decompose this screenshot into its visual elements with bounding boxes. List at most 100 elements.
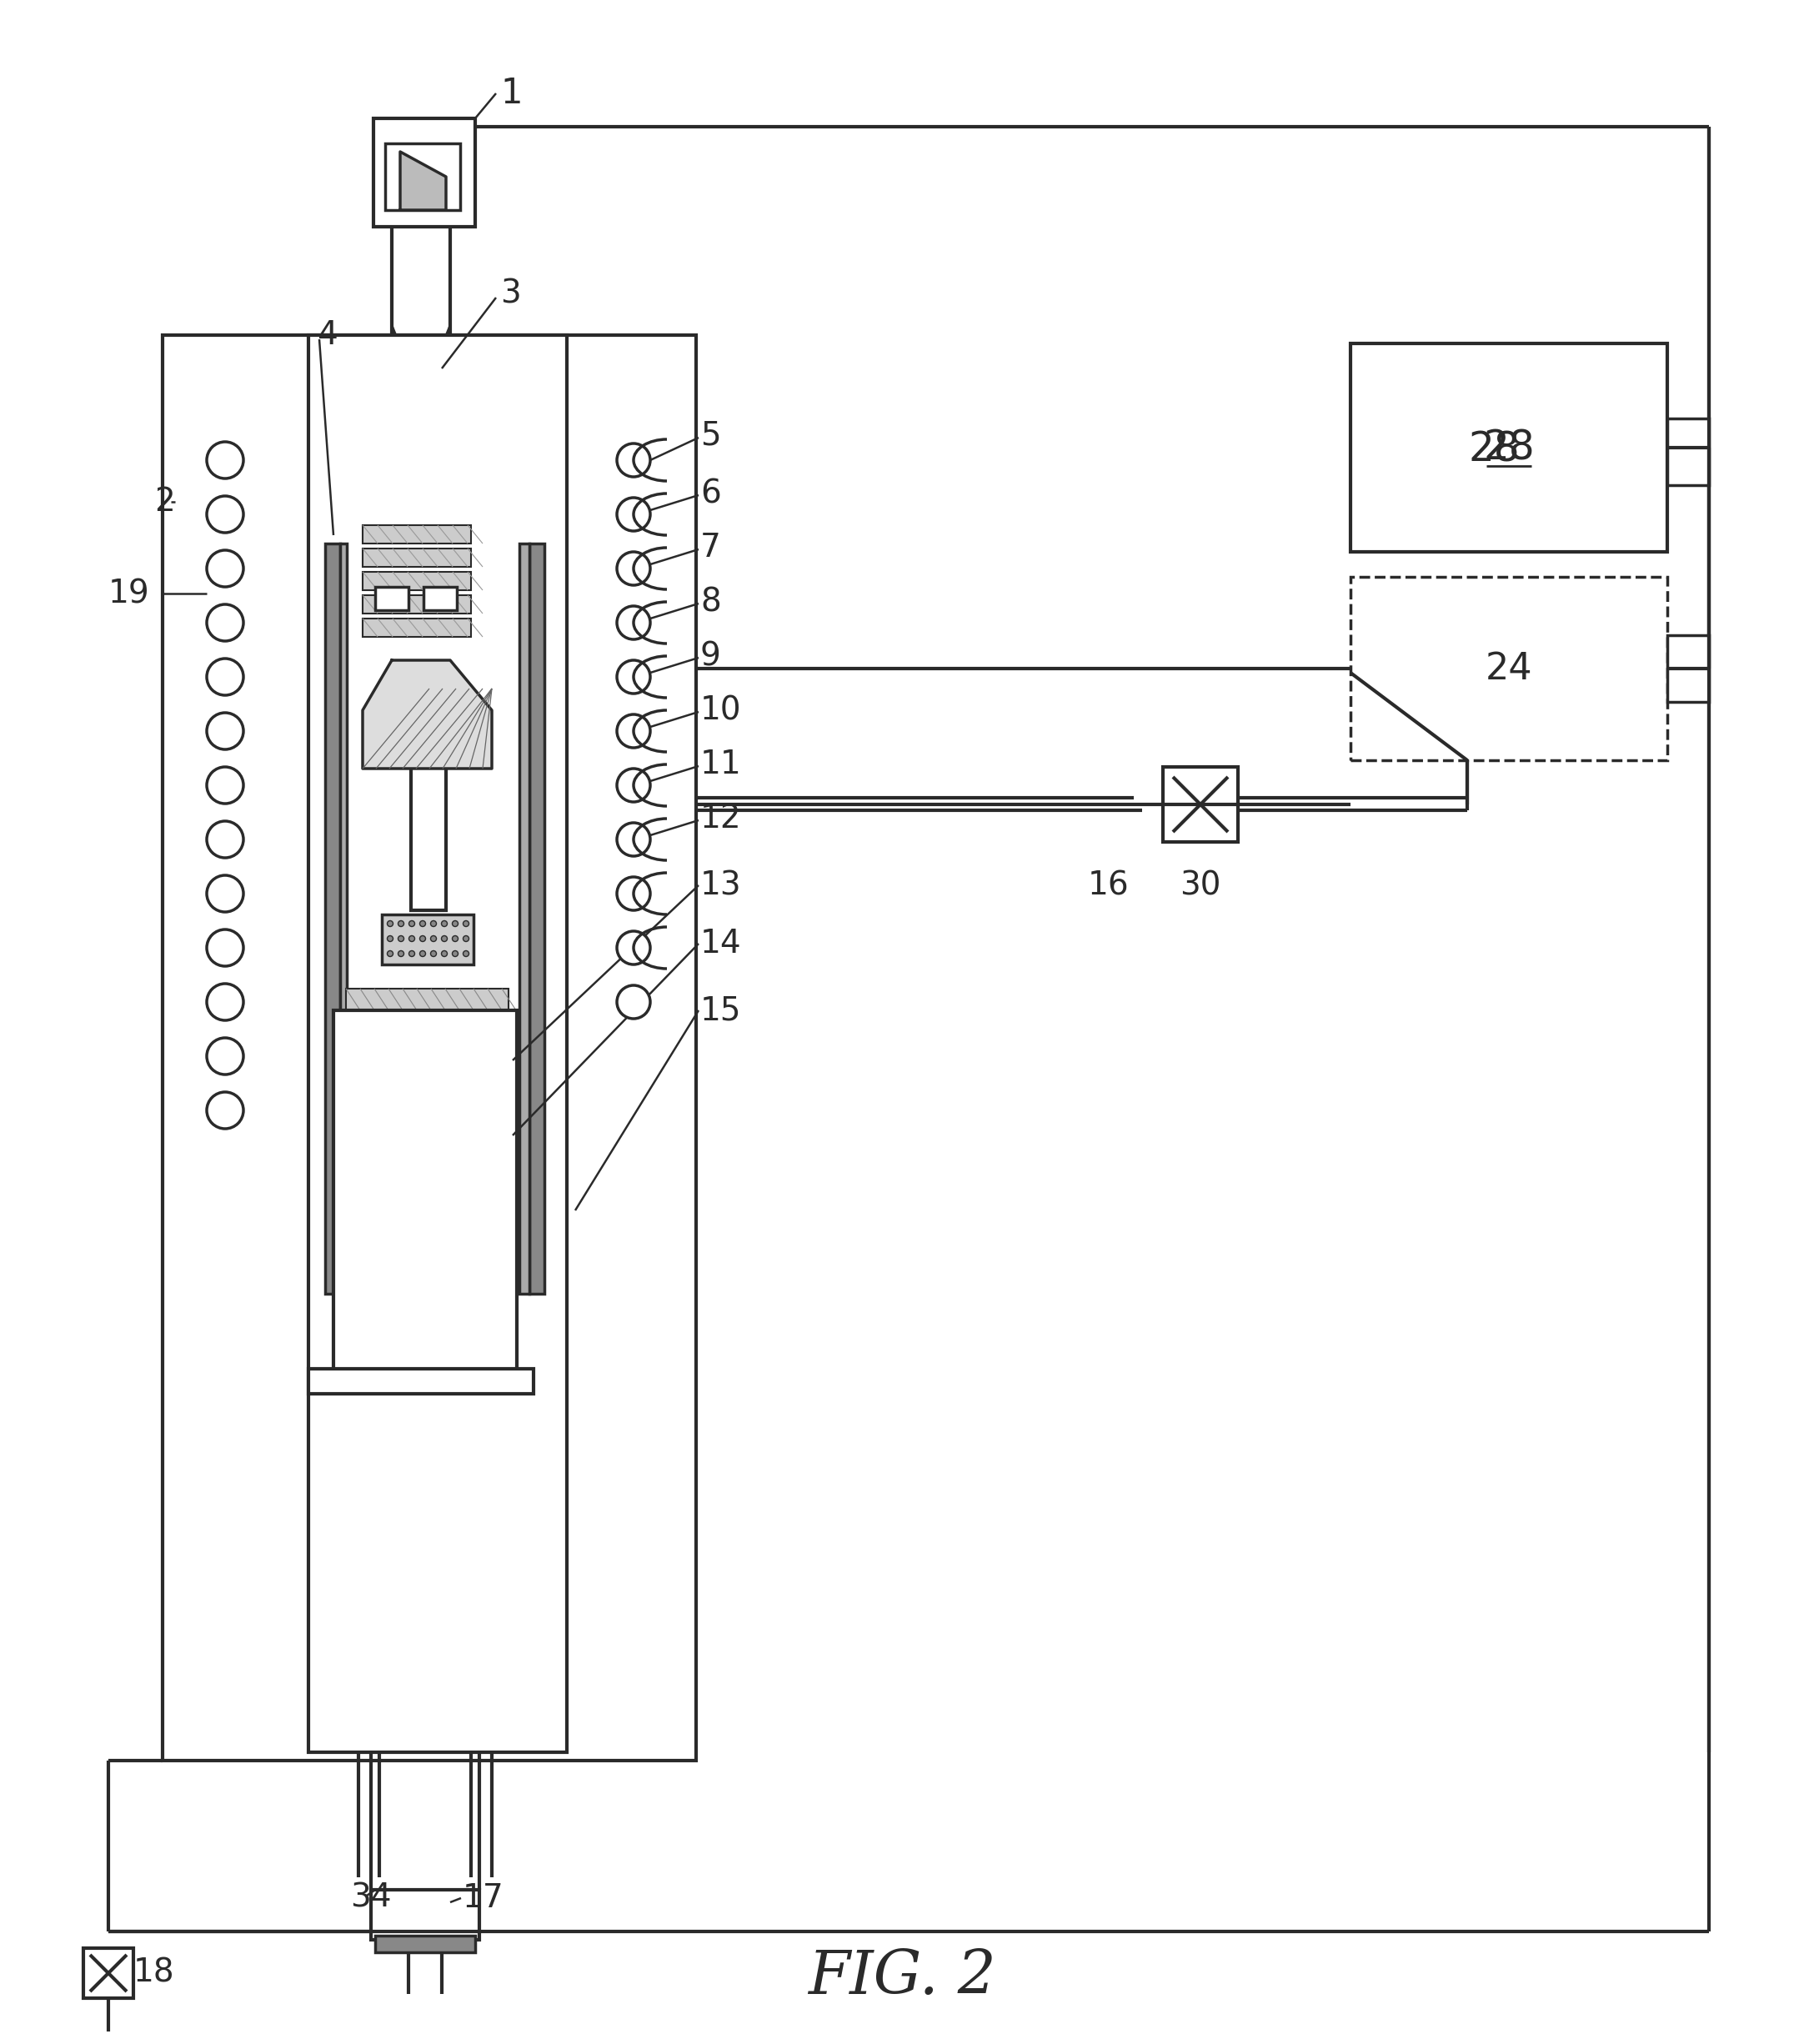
Text: 16: 16 — [1088, 869, 1129, 901]
Text: 15: 15 — [700, 995, 741, 1026]
Circle shape — [453, 950, 458, 957]
Bar — [1667, 419, 1708, 484]
Circle shape — [617, 824, 649, 856]
Bar — [346, 1096, 509, 1116]
Circle shape — [207, 442, 244, 478]
Circle shape — [410, 936, 415, 942]
Bar — [346, 1016, 509, 1036]
Circle shape — [420, 936, 426, 942]
Bar — [363, 619, 471, 638]
Circle shape — [617, 660, 649, 693]
Text: FIG. 2: FIG. 2 — [808, 1948, 996, 2007]
Bar — [162, 335, 696, 1760]
Polygon shape — [400, 151, 446, 211]
Text: 30: 30 — [1180, 869, 1221, 901]
Circle shape — [617, 985, 649, 1018]
Circle shape — [410, 920, 415, 926]
Text: 18: 18 — [133, 1958, 175, 1989]
Circle shape — [431, 936, 437, 942]
Bar — [341, 544, 346, 1294]
Circle shape — [617, 715, 649, 748]
Circle shape — [207, 875, 244, 912]
Polygon shape — [363, 660, 492, 769]
Circle shape — [207, 497, 244, 533]
Circle shape — [399, 936, 404, 942]
Bar — [375, 1936, 474, 1952]
Text: 2: 2 — [153, 486, 175, 517]
Text: 14: 14 — [700, 928, 741, 959]
Circle shape — [420, 950, 426, 957]
Bar — [520, 544, 529, 1294]
Circle shape — [388, 936, 393, 942]
Circle shape — [420, 920, 426, 926]
Circle shape — [442, 950, 447, 957]
Bar — [363, 525, 471, 544]
Circle shape — [617, 444, 649, 476]
Text: 17: 17 — [462, 1883, 503, 1913]
Bar — [1667, 636, 1708, 701]
Circle shape — [207, 766, 244, 803]
Circle shape — [464, 936, 469, 942]
Bar — [346, 1149, 509, 1171]
Circle shape — [207, 1091, 244, 1128]
Circle shape — [453, 936, 458, 942]
Bar — [375, 587, 408, 611]
Text: 5: 5 — [700, 419, 722, 452]
Circle shape — [617, 552, 649, 585]
Circle shape — [207, 983, 244, 1020]
Bar — [334, 1010, 518, 1378]
Circle shape — [617, 605, 649, 640]
Circle shape — [399, 920, 404, 926]
Circle shape — [431, 920, 437, 926]
Text: 8: 8 — [700, 587, 722, 617]
Circle shape — [464, 950, 469, 957]
Text: 3: 3 — [500, 278, 521, 309]
Circle shape — [388, 950, 393, 957]
Circle shape — [207, 605, 244, 642]
Text: 4: 4 — [318, 319, 337, 352]
Bar — [83, 1948, 133, 1999]
Text: 19: 19 — [108, 578, 150, 609]
Text: 28: 28 — [1483, 427, 1535, 468]
Bar — [346, 1069, 509, 1089]
Bar — [363, 595, 471, 613]
Bar — [529, 544, 545, 1294]
Circle shape — [207, 550, 244, 587]
Circle shape — [617, 932, 649, 965]
Bar — [1351, 343, 1667, 552]
Circle shape — [388, 920, 393, 926]
Bar — [411, 764, 446, 910]
Text: 9: 9 — [700, 640, 722, 672]
Bar — [1164, 766, 1238, 842]
Circle shape — [442, 936, 447, 942]
Circle shape — [207, 822, 244, 858]
Text: 6: 6 — [700, 478, 722, 509]
Circle shape — [207, 658, 244, 695]
Circle shape — [207, 1038, 244, 1075]
Circle shape — [207, 930, 244, 967]
Bar — [384, 143, 460, 211]
Bar — [1351, 576, 1667, 760]
Circle shape — [464, 920, 469, 926]
Circle shape — [431, 950, 437, 957]
Circle shape — [410, 950, 415, 957]
Circle shape — [617, 497, 649, 531]
Text: 7: 7 — [700, 531, 722, 564]
Text: 28: 28 — [1468, 429, 1519, 470]
Circle shape — [442, 920, 447, 926]
Circle shape — [453, 920, 458, 926]
Bar — [346, 989, 509, 1010]
Circle shape — [207, 713, 244, 750]
Bar — [325, 544, 341, 1294]
Bar — [363, 572, 471, 591]
Bar — [382, 914, 473, 965]
Bar — [373, 119, 474, 227]
Circle shape — [399, 950, 404, 957]
Bar — [372, 1891, 480, 1940]
Bar — [424, 587, 456, 611]
Text: 1: 1 — [500, 76, 523, 110]
Circle shape — [617, 877, 649, 910]
Bar — [346, 1122, 509, 1145]
Bar — [363, 548, 471, 566]
Text: 12: 12 — [700, 803, 741, 834]
